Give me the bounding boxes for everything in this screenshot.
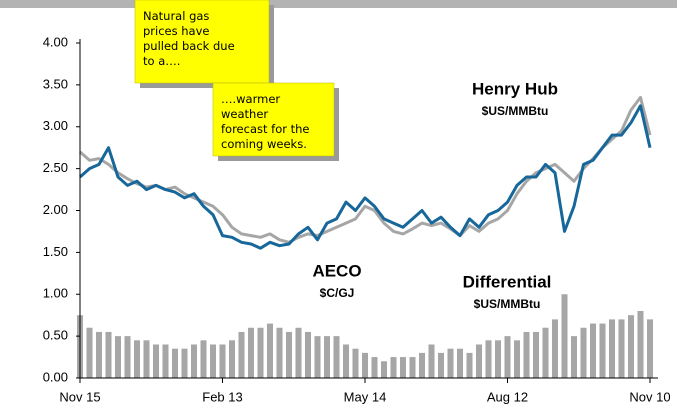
- bar: [181, 348, 188, 378]
- y-tick-label: 0.00: [43, 369, 68, 384]
- bar: [609, 319, 615, 378]
- note-text: prices have: [143, 24, 209, 38]
- bar: [343, 344, 349, 378]
- series-unit: $US/MMBtu: [482, 104, 549, 118]
- note-text: forecast for the: [221, 122, 310, 136]
- bar: [381, 361, 387, 378]
- bar: [495, 340, 501, 378]
- bar: [267, 323, 273, 378]
- bar: [200, 340, 207, 378]
- bar: [314, 336, 321, 378]
- top-band: [0, 0, 677, 8]
- y-tick-label: 3.50: [43, 76, 68, 91]
- note-text: to a….: [143, 54, 180, 68]
- bar: [390, 357, 397, 378]
- bar: [362, 352, 368, 378]
- note-text: coming weeks.: [221, 137, 307, 151]
- x-tick-label: Nov 10: [629, 389, 670, 404]
- y-tick-label: 1.50: [43, 244, 68, 259]
- note-text: weather: [221, 107, 268, 121]
- bar: [533, 331, 539, 378]
- bar: [571, 336, 577, 378]
- bar: [352, 348, 359, 378]
- bar: [504, 336, 511, 378]
- series-label: Henry Hub: [472, 79, 558, 98]
- bar: [590, 323, 596, 378]
- bar: [134, 340, 140, 378]
- y-tick-label: 0.50: [43, 328, 68, 343]
- bar: [428, 344, 435, 378]
- bar: [286, 331, 292, 378]
- bar: [172, 348, 178, 378]
- bar: [552, 319, 558, 378]
- y-tick-label: 1.00: [43, 286, 68, 301]
- bar: [647, 319, 653, 378]
- line-series: [79, 104, 652, 250]
- bar: [476, 344, 482, 378]
- bar: [457, 348, 463, 378]
- bar: [400, 357, 406, 378]
- bar: [162, 344, 169, 378]
- y-tick-label: 3.00: [43, 118, 68, 133]
- bar: [542, 327, 549, 378]
- bar: [191, 344, 197, 378]
- bar: [124, 336, 131, 378]
- bar: [210, 344, 216, 378]
- bar: [153, 344, 159, 378]
- bar: [628, 315, 634, 378]
- bar: [257, 327, 264, 378]
- bar: [96, 331, 102, 378]
- bar: [514, 340, 520, 378]
- bar: [143, 340, 150, 378]
- bar: [561, 294, 568, 378]
- bar: [466, 352, 473, 378]
- bar: [580, 327, 587, 378]
- x-tick-label: Feb 13: [202, 389, 242, 404]
- y-tick-label: 2.50: [43, 160, 68, 175]
- y-tick-label: 2.00: [43, 202, 68, 217]
- bar: [438, 352, 444, 378]
- bar: [637, 311, 644, 378]
- line-series: [79, 95, 652, 244]
- bar: [219, 344, 226, 378]
- bar: [276, 327, 283, 378]
- note-box: [134, 0, 270, 84]
- bar: [447, 348, 454, 378]
- x-tick-label: May 14: [344, 389, 387, 404]
- series-label: Differential: [463, 272, 552, 291]
- series-unit: $C/GJ: [320, 286, 355, 300]
- bar: [115, 336, 121, 378]
- note-text: Natural gas: [143, 9, 209, 23]
- bar: [86, 327, 93, 378]
- bar: [419, 352, 425, 378]
- bar: [248, 327, 254, 378]
- bar: [523, 331, 530, 378]
- series-unit: $US/MMBtu: [474, 297, 541, 311]
- y-tick-label: 4.00: [43, 34, 68, 49]
- bar: [305, 331, 311, 378]
- bar: [485, 340, 492, 378]
- x-tick-label: Nov 15: [59, 389, 100, 404]
- x-tick-label: Aug 12: [487, 389, 528, 404]
- bar: [599, 323, 606, 378]
- bar: [618, 319, 625, 378]
- bar: [324, 336, 330, 378]
- note-text: pulled back due: [143, 39, 235, 53]
- note-box: [212, 82, 335, 157]
- bar: [333, 336, 340, 378]
- series-label: AECO: [312, 261, 361, 280]
- bar: [295, 327, 302, 378]
- bar: [409, 357, 416, 378]
- bar: [238, 331, 245, 378]
- bar: [105, 331, 112, 378]
- note-text: ….warmer: [221, 92, 280, 106]
- bar: [229, 340, 235, 378]
- bar: [371, 357, 378, 378]
